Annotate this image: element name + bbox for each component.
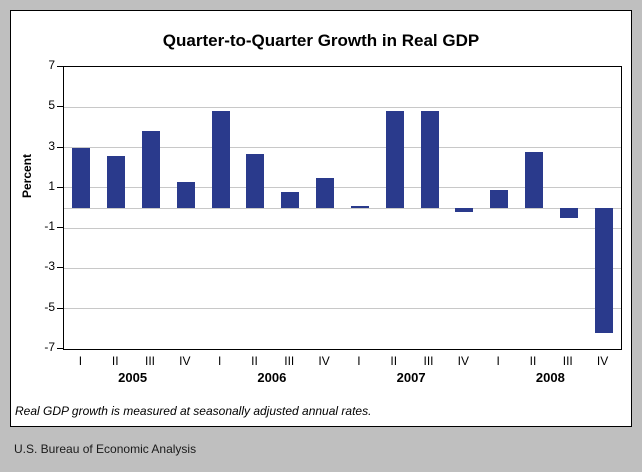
bar bbox=[420, 111, 439, 208]
quarter-label: IV bbox=[318, 354, 330, 368]
quarter-label: I bbox=[357, 354, 361, 368]
y-tick-label: 5 bbox=[48, 98, 55, 113]
quarter-label: I bbox=[496, 354, 500, 368]
bar bbox=[316, 177, 335, 208]
bar bbox=[385, 111, 404, 208]
bar bbox=[350, 205, 369, 208]
quarter-label: III bbox=[145, 354, 156, 368]
quarter-label: IV bbox=[179, 354, 191, 368]
gridline bbox=[64, 147, 621, 149]
quarter-label: II bbox=[390, 354, 398, 368]
bar bbox=[211, 111, 230, 208]
quarter-label: IV bbox=[457, 354, 470, 368]
y-tick-label: -7 bbox=[44, 340, 55, 354]
gridline bbox=[64, 227, 621, 229]
bar bbox=[72, 147, 91, 208]
y-tick-label: -3 bbox=[44, 259, 55, 274]
y-tick-label: 3 bbox=[48, 138, 55, 153]
year-label: 2006 bbox=[257, 370, 287, 385]
bar bbox=[142, 131, 161, 208]
bars-layer bbox=[64, 67, 621, 349]
bar bbox=[559, 208, 578, 219]
year-label: 2008 bbox=[535, 370, 565, 385]
quarter-label: II bbox=[111, 354, 119, 368]
quarter-label: III bbox=[284, 354, 295, 368]
gridline bbox=[64, 308, 621, 310]
chart-panel: Quarter-to-Quarter Growth in Real GDP Pe… bbox=[10, 10, 632, 427]
y-tick-label: -1 bbox=[44, 219, 55, 234]
bar bbox=[524, 151, 543, 208]
gridline bbox=[64, 207, 621, 209]
bar bbox=[176, 181, 195, 208]
year-label: 2005 bbox=[118, 370, 148, 385]
y-tick-mark bbox=[57, 227, 63, 229]
quarter-label: I bbox=[78, 354, 83, 368]
quarter-label: III bbox=[423, 354, 434, 368]
bar bbox=[455, 208, 474, 213]
y-tick-mark bbox=[57, 307, 63, 309]
bar bbox=[107, 155, 126, 208]
gridline bbox=[64, 267, 621, 269]
y-tick-mark bbox=[57, 348, 63, 349]
bar bbox=[594, 208, 613, 333]
y-tick-mark bbox=[57, 66, 63, 67]
y-tick-label: -5 bbox=[44, 299, 55, 314]
y-tick-label: 7 bbox=[48, 58, 55, 72]
gridlines-layer bbox=[64, 67, 621, 349]
quarter-label: II bbox=[529, 354, 537, 368]
axis-labels-layer: 7 5 3 1 -1 -3 -5 -7 I II III IV 2005 I II III IV 2006 I II I… bbox=[11, 11, 631, 426]
gridline bbox=[64, 106, 621, 108]
y-tick-label: 1 bbox=[48, 178, 55, 193]
quarter-label: III bbox=[562, 354, 573, 368]
quarter-label: II bbox=[251, 354, 258, 368]
year-label: 2007 bbox=[396, 370, 426, 385]
y-tick-mark bbox=[57, 146, 63, 148]
bar bbox=[490, 189, 509, 208]
source-text: U.S. Bureau of Economic Analysis bbox=[14, 442, 197, 456]
y-tick-mark bbox=[57, 267, 63, 269]
y-tick-mark bbox=[57, 106, 63, 108]
gridline bbox=[64, 187, 621, 189]
chart-title: Quarter-to-Quarter Growth in Real GDP bbox=[162, 31, 480, 50]
quarter-label: IV bbox=[596, 354, 609, 368]
quarter-label: I bbox=[217, 354, 222, 368]
plot-area bbox=[63, 66, 622, 350]
y-tick-mark bbox=[57, 186, 63, 188]
bar bbox=[281, 191, 300, 208]
bar bbox=[246, 153, 265, 208]
footnote: Real GDP growth is measured at seasonall… bbox=[15, 404, 372, 418]
